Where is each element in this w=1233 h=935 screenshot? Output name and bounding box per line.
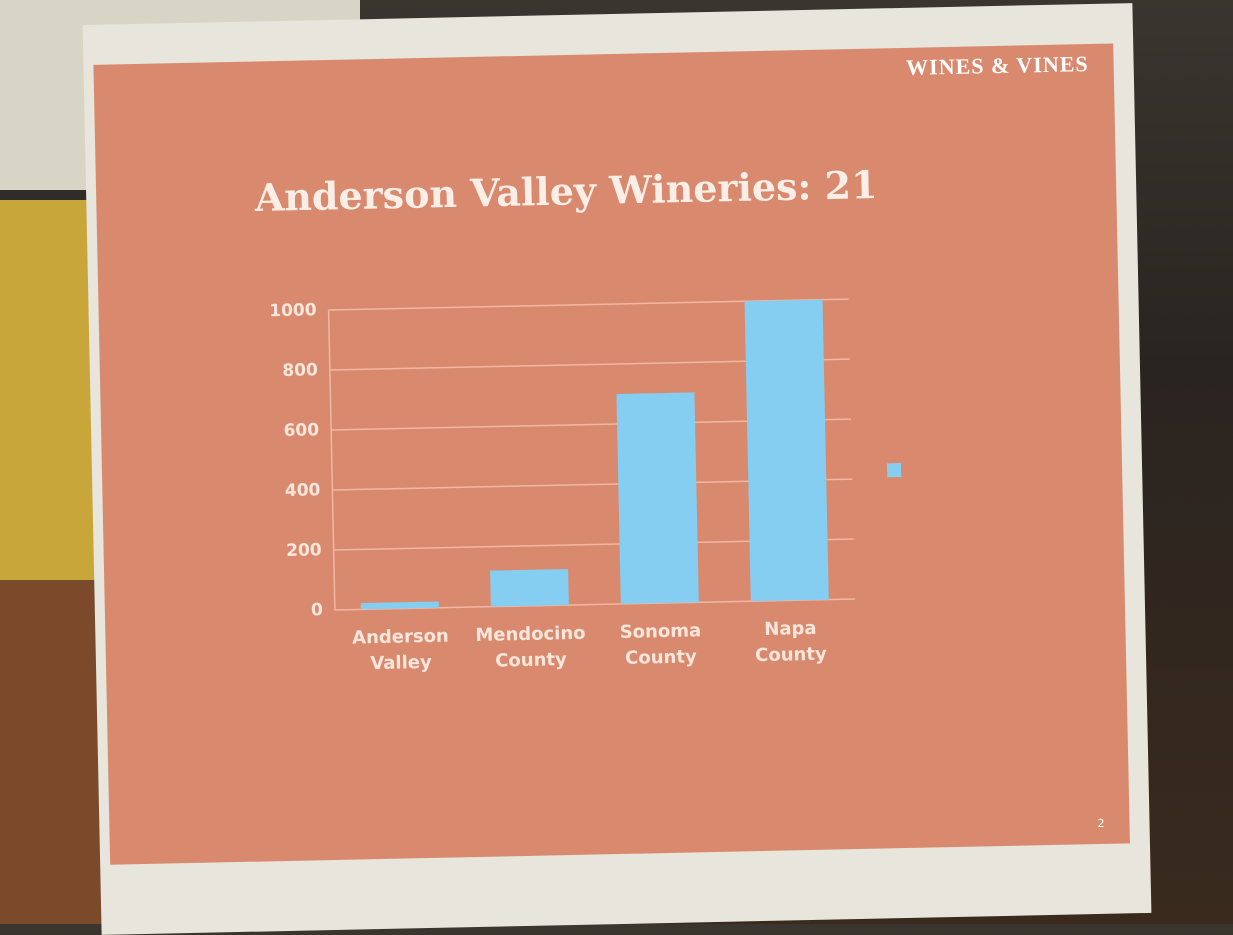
bar <box>490 569 569 607</box>
y-tick-label: 1000 <box>269 300 317 321</box>
y-axis <box>327 309 336 610</box>
y-tick-label: 800 <box>282 360 318 381</box>
legend-swatch <box>886 463 902 478</box>
x-tick-label: Anderson Valley <box>351 625 449 675</box>
y-tick-label: 400 <box>285 480 321 501</box>
chart: WINES & VINES Anderson Valley Wineries: … <box>253 51 1104 830</box>
y-tick-label: 200 <box>286 540 322 561</box>
y-tick-label: 600 <box>283 420 319 441</box>
page-number: 2 <box>1097 817 1104 830</box>
projection-screen: WINES & VINES Anderson Valley Wineries: … <box>82 3 1152 935</box>
y-tick-label: 0 <box>311 600 323 620</box>
slide: WINES & VINES Anderson Valley Wineries: … <box>93 43 1130 865</box>
bar <box>616 392 699 604</box>
x-tick-label: Sonoma County <box>619 620 702 669</box>
bar <box>744 299 829 602</box>
x-tick-label: Mendocino County <box>475 622 586 672</box>
x-tick-label: Napa County <box>754 617 827 667</box>
bar <box>360 601 439 610</box>
chart-title: Anderson Valley Wineries: 21 <box>253 162 878 220</box>
logo: WINES & VINES <box>906 51 1089 80</box>
